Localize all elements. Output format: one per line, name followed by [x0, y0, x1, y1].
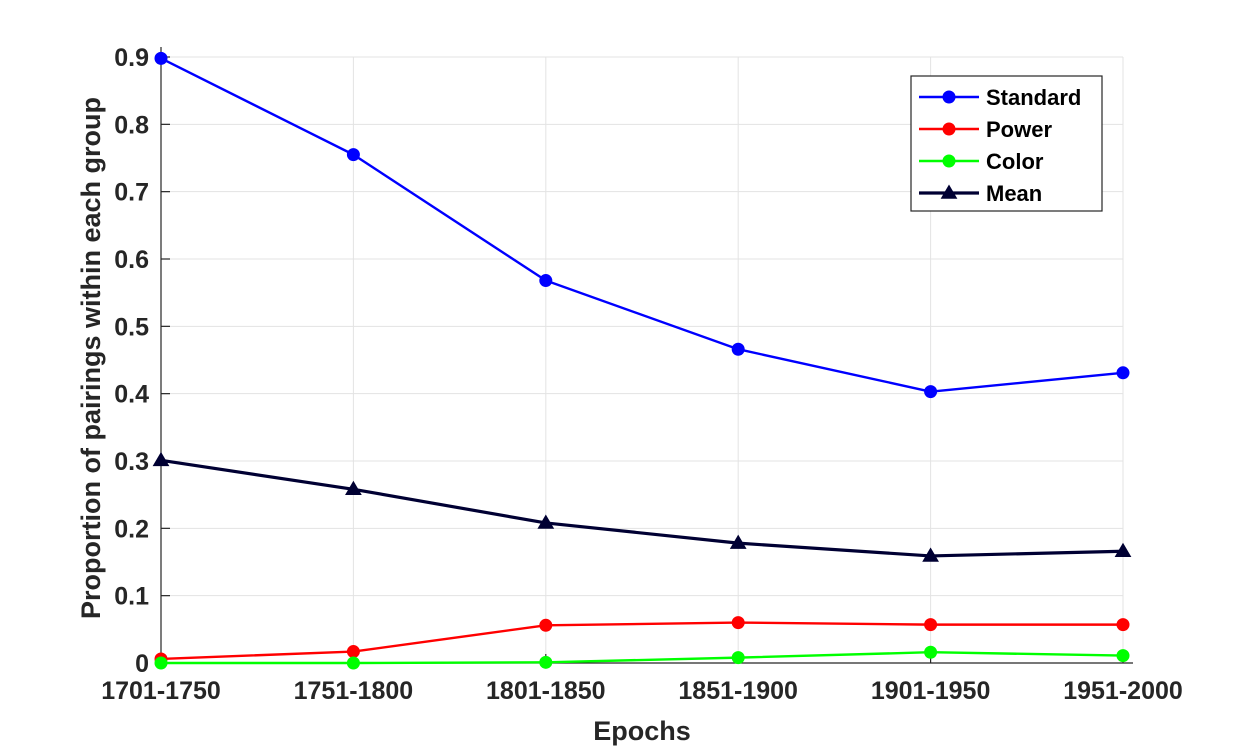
y-tick-label: 0.2: [114, 515, 149, 543]
legend-label: Standard: [986, 85, 1081, 110]
data-point-standard: [731, 342, 745, 356]
series-power: [154, 616, 1130, 666]
data-point-standard: [539, 274, 553, 288]
data-point-standard: [1116, 366, 1130, 380]
data-point-mean: [152, 451, 170, 467]
data-point-power: [539, 618, 553, 632]
data-point-color: [539, 655, 553, 669]
data-point-power: [346, 645, 360, 659]
legend-label: Power: [986, 117, 1052, 142]
series-line-power: [160, 621, 1123, 661]
data-point-mean: [729, 534, 747, 549]
series-line-mean: [160, 458, 1124, 558]
y-tick-labels: 0 0.1 0.2 0.3 0.4 0.5 0.6 0.7 0.8 0.9: [114, 44, 149, 678]
series-color: [154, 645, 1130, 670]
legend-marker-power: [942, 122, 956, 136]
series-line-color: [161, 651, 1124, 665]
legend-entry-color: Color: [919, 149, 1044, 174]
x-tick-label: 1801-1850: [486, 677, 606, 705]
data-point-color: [1116, 649, 1130, 663]
data-point-mean: [345, 480, 362, 496]
y-tick-label: 0.4: [114, 381, 149, 409]
data-point-standard: [154, 51, 168, 65]
y-tick-label: 0.3: [114, 448, 149, 476]
x-tick-label: 1851-1900: [678, 677, 798, 705]
legend-label: Color: [986, 149, 1044, 174]
x-tick-label: 1951-2000: [1063, 677, 1183, 705]
y-tick-label: 0.5: [114, 313, 149, 341]
y-tick-label: 0.7: [114, 179, 149, 207]
legend-entry-mean: Mean: [919, 181, 1042, 206]
data-point-mean: [1114, 542, 1132, 557]
legend-marker-standard: [942, 90, 956, 104]
legend-marker-color: [942, 154, 956, 168]
legend-label: Mean: [986, 181, 1042, 206]
x-tick-label: 1751-1800: [294, 677, 414, 705]
legend-marker-mean: [940, 184, 958, 199]
data-point-mean: [922, 547, 939, 562]
series-mean: [152, 451, 1132, 562]
y-tick-label: 0.6: [114, 246, 149, 274]
x-axis-label: Epochs: [593, 716, 691, 746]
data-point-power: [1116, 618, 1130, 632]
data-point-color: [154, 656, 168, 670]
legend-entry-power: Power: [919, 117, 1052, 142]
data-point-standard: [346, 148, 360, 162]
data-point-mean: [537, 514, 555, 529]
series-standard: [154, 51, 1130, 399]
y-tick-label: 0.8: [114, 111, 149, 139]
x-tick-labels: 1701-1750 1751-1800 1801-1850 1851-1900 1901…: [101, 677, 1183, 705]
legend-entry-standard: Standard: [919, 85, 1081, 110]
y-tick-label: 0.1: [114, 583, 149, 611]
data-point-color: [924, 645, 938, 659]
x-tick-label: 1901-1950: [871, 677, 991, 705]
series-line-standard: [160, 57, 1124, 393]
legend: Standard Power Color Mean: [910, 75, 1103, 212]
y-tick-label: 0: [135, 650, 149, 678]
data-point-power: [731, 616, 745, 630]
y-axis-label: Proportion of pairings within each group: [76, 97, 106, 619]
y-tick-label: 0.9: [114, 44, 149, 72]
series-group: [152, 51, 1132, 670]
data-point-standard: [924, 385, 938, 399]
data-point-color: [731, 651, 745, 665]
data-point-power: [924, 618, 938, 632]
x-tick-label: 1701-1750: [101, 677, 221, 705]
data-point-color: [346, 656, 360, 670]
